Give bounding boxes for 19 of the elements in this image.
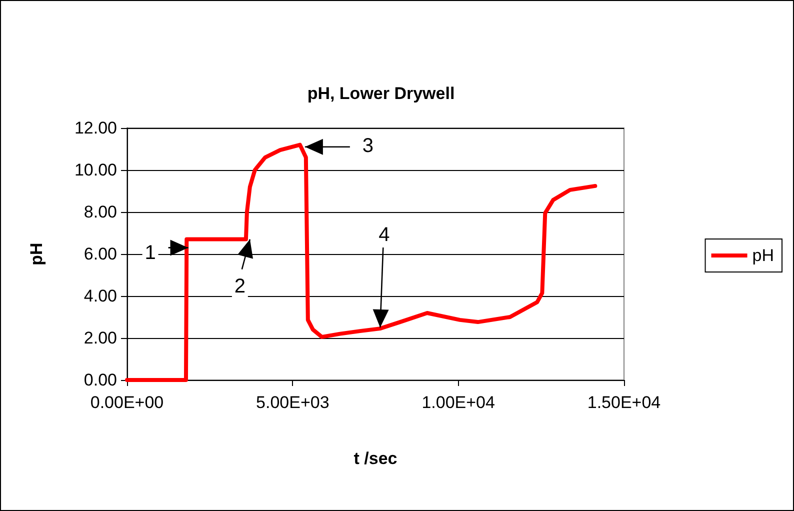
- y-tick-label: 8.00: [84, 202, 117, 222]
- x-tick-label: 5.00E+03: [256, 393, 330, 412]
- y-tick-label: 6.00: [84, 244, 117, 264]
- annotation: 3: [362, 135, 374, 158]
- y-tick-label: 4.00: [84, 286, 117, 306]
- y-tick-label: 2.00: [84, 328, 117, 348]
- chart-title: pH, Lower Drywell: [307, 84, 455, 103]
- y-tick-label: 12.00: [74, 118, 117, 138]
- y-tick-label: 0.00: [84, 370, 117, 390]
- x-tick-label: 0.00E+00: [90, 393, 164, 412]
- legend-label: pH: [752, 246, 774, 265]
- y-tick-label: 10.00: [74, 160, 117, 180]
- annotation: 4: [378, 224, 390, 246]
- annotation: 1: [144, 242, 156, 264]
- x-tick-label: 1.00E+04: [422, 393, 495, 412]
- x-axis-title: t /sec: [354, 449, 398, 468]
- annotation: 2: [234, 276, 246, 298]
- y-axis-title: pH: [27, 242, 46, 266]
- x-tick-label: 1.50E+04: [587, 393, 661, 412]
